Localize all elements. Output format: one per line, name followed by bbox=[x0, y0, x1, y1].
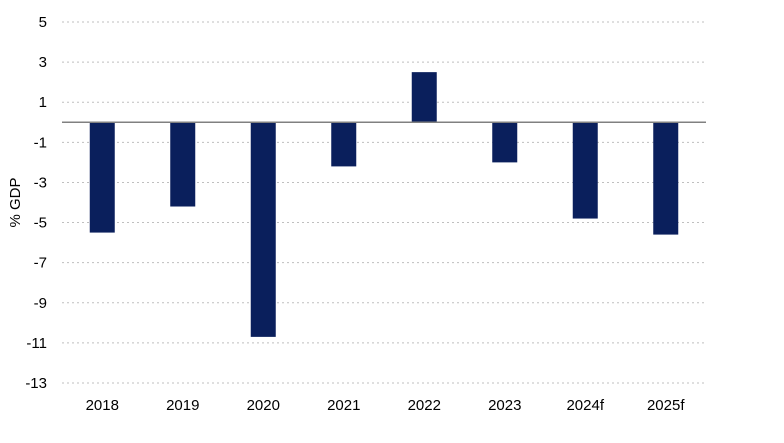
x-axis-categories: 2018 2019 2020 2021 2022 2023 2024f 2025f bbox=[86, 397, 686, 414]
y-tick-label: -5 bbox=[34, 215, 47, 232]
bar-2025f bbox=[653, 122, 679, 235]
y-tick-label: -9 bbox=[34, 295, 47, 312]
y-tick-label: -13 bbox=[25, 375, 47, 392]
x-tick-label: 2023 bbox=[488, 397, 521, 414]
y-tick-label: -11 bbox=[26, 335, 47, 352]
bar-2018 bbox=[89, 122, 115, 233]
bar-2024f bbox=[572, 122, 598, 219]
bars bbox=[89, 72, 679, 337]
y-axis-ticks: 5 3 1 -1 -3 -5 -7 -9 -11 -13 bbox=[25, 14, 47, 392]
x-tick-label: 2019 bbox=[166, 397, 199, 414]
gridlines bbox=[62, 21, 706, 384]
y-axis-label: % GDP bbox=[7, 177, 24, 227]
x-tick-label: 2020 bbox=[247, 397, 280, 414]
y-tick-label: -1 bbox=[34, 134, 47, 151]
bar-2022 bbox=[411, 72, 437, 123]
bar-2019 bbox=[170, 122, 196, 207]
bar-2023 bbox=[492, 122, 518, 163]
y-tick-label: 5 bbox=[39, 14, 47, 31]
x-tick-label: 2022 bbox=[408, 397, 441, 414]
x-tick-label: 2018 bbox=[86, 397, 119, 414]
x-tick-label: 2025f bbox=[647, 397, 685, 414]
y-tick-label: -7 bbox=[34, 255, 47, 272]
x-tick-label: 2021 bbox=[327, 397, 360, 414]
y-tick-label: 1 bbox=[39, 94, 47, 111]
y-tick-label: 3 bbox=[39, 54, 47, 71]
bar-2021 bbox=[331, 122, 357, 167]
y-tick-label: -3 bbox=[34, 174, 47, 191]
bar-2020 bbox=[250, 122, 276, 337]
x-tick-label: 2024f bbox=[566, 397, 604, 414]
